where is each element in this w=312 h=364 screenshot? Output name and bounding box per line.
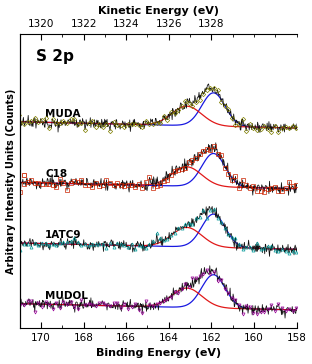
Text: S 2p: S 2p bbox=[36, 49, 74, 64]
X-axis label: Kinetic Energy (eV): Kinetic Energy (eV) bbox=[98, 5, 219, 16]
Text: C18: C18 bbox=[45, 170, 67, 179]
Y-axis label: Arbitrary Intensity Units (Counts): Arbitrary Intensity Units (Counts) bbox=[6, 88, 16, 274]
Text: MUDOL: MUDOL bbox=[45, 291, 88, 301]
Text: MUDA: MUDA bbox=[45, 109, 81, 119]
X-axis label: Binding Energy (eV): Binding Energy (eV) bbox=[95, 348, 221, 359]
Text: 1ATC9: 1ATC9 bbox=[45, 230, 82, 240]
